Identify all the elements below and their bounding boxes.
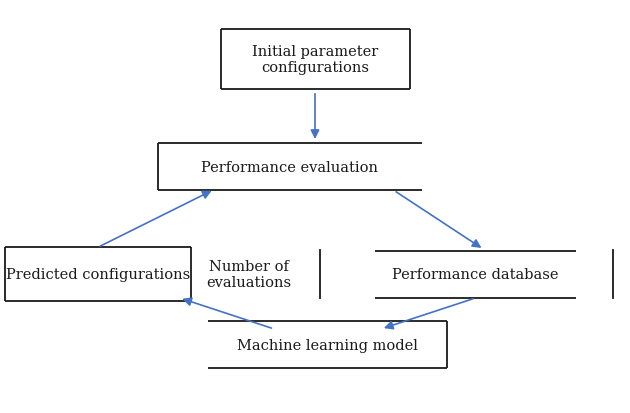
Text: Machine learning model: Machine learning model xyxy=(237,338,418,352)
Text: Predicted configurations: Predicted configurations xyxy=(6,268,190,282)
Text: Performance evaluation: Performance evaluation xyxy=(202,160,378,174)
Text: Number of
evaluations: Number of evaluations xyxy=(206,260,292,290)
Text: Initial parameter
configurations: Initial parameter configurations xyxy=(252,45,378,75)
Text: Performance database: Performance database xyxy=(392,268,559,282)
